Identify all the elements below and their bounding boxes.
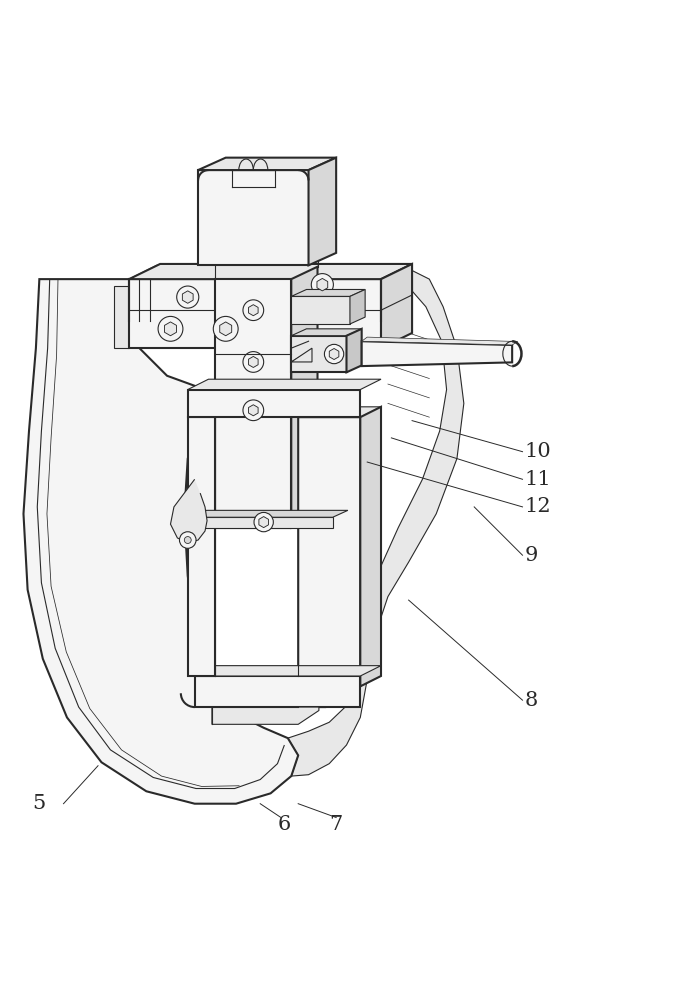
Circle shape bbox=[243, 400, 263, 421]
Polygon shape bbox=[114, 286, 129, 348]
Polygon shape bbox=[249, 356, 258, 367]
Polygon shape bbox=[191, 517, 333, 528]
Circle shape bbox=[184, 537, 191, 543]
Polygon shape bbox=[259, 517, 268, 528]
Circle shape bbox=[177, 286, 199, 308]
Circle shape bbox=[158, 316, 183, 341]
Polygon shape bbox=[216, 279, 291, 528]
Polygon shape bbox=[212, 707, 319, 724]
Polygon shape bbox=[346, 329, 362, 372]
Circle shape bbox=[243, 352, 263, 372]
Circle shape bbox=[254, 512, 273, 532]
Polygon shape bbox=[129, 264, 412, 279]
Polygon shape bbox=[249, 305, 258, 316]
Polygon shape bbox=[308, 158, 336, 265]
Polygon shape bbox=[188, 390, 360, 417]
Text: 11: 11 bbox=[525, 470, 552, 489]
Text: 5: 5 bbox=[33, 794, 46, 813]
Polygon shape bbox=[129, 265, 464, 776]
Polygon shape bbox=[220, 322, 231, 336]
Text: 12: 12 bbox=[525, 497, 551, 516]
Polygon shape bbox=[360, 407, 381, 686]
Circle shape bbox=[179, 532, 196, 548]
Polygon shape bbox=[291, 296, 350, 324]
Circle shape bbox=[311, 274, 333, 296]
Polygon shape bbox=[198, 158, 336, 170]
Polygon shape bbox=[350, 289, 365, 324]
Circle shape bbox=[213, 316, 238, 341]
Polygon shape bbox=[362, 337, 518, 345]
Circle shape bbox=[324, 344, 344, 364]
Text: 10: 10 bbox=[525, 442, 552, 461]
Polygon shape bbox=[329, 348, 339, 360]
Polygon shape bbox=[170, 479, 207, 543]
Text: 6: 6 bbox=[277, 815, 291, 834]
Polygon shape bbox=[381, 264, 412, 348]
Polygon shape bbox=[249, 405, 258, 416]
Polygon shape bbox=[291, 289, 365, 296]
Polygon shape bbox=[195, 666, 381, 676]
Polygon shape bbox=[317, 278, 328, 291]
Polygon shape bbox=[198, 170, 308, 265]
Polygon shape bbox=[291, 336, 346, 372]
Circle shape bbox=[243, 300, 263, 321]
Polygon shape bbox=[291, 329, 362, 336]
Polygon shape bbox=[291, 267, 317, 528]
Text: 8: 8 bbox=[525, 691, 538, 710]
Polygon shape bbox=[188, 417, 216, 676]
Polygon shape bbox=[129, 279, 381, 348]
Polygon shape bbox=[298, 407, 381, 417]
Text: 9: 9 bbox=[525, 546, 538, 565]
Text: 7: 7 bbox=[329, 815, 342, 834]
Polygon shape bbox=[182, 291, 193, 303]
Polygon shape bbox=[291, 348, 312, 362]
Polygon shape bbox=[191, 510, 348, 517]
Polygon shape bbox=[298, 417, 360, 707]
Polygon shape bbox=[188, 379, 381, 390]
Polygon shape bbox=[164, 322, 177, 336]
Polygon shape bbox=[24, 279, 298, 804]
Polygon shape bbox=[195, 676, 360, 707]
Polygon shape bbox=[362, 341, 512, 366]
